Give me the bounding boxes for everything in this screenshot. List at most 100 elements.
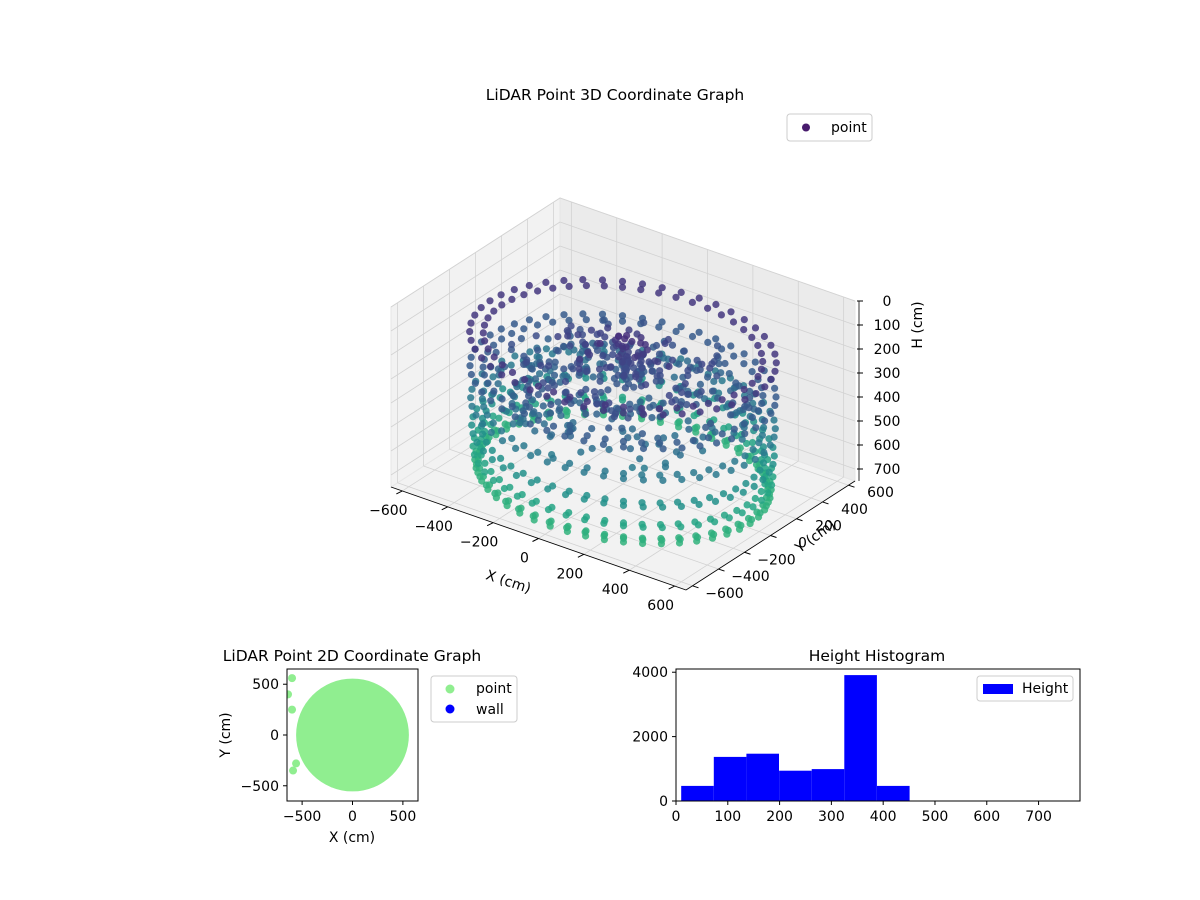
histogram-bar	[746, 753, 779, 801]
plot3d-point	[761, 417, 769, 425]
plot3d-point	[577, 448, 585, 456]
plot3d-z-ticklabel: 600	[874, 438, 901, 454]
plot2d-title: LiDAR Point 2D Coordinate Graph	[223, 647, 481, 665]
grid-z-back	[559, 221, 856, 326]
plot3d-point	[498, 335, 506, 343]
plot3d-point	[522, 358, 531, 366]
plot3d-point	[712, 470, 720, 479]
plot3d-point	[520, 442, 528, 450]
plot3d-point	[589, 373, 597, 381]
plot3d-point	[627, 359, 635, 367]
plot3d-point	[740, 350, 748, 358]
plot3d-point	[562, 491, 570, 499]
plot3d-point	[697, 387, 705, 396]
plot3d-point	[724, 526, 732, 535]
plot3d-point	[579, 276, 587, 284]
plot3d-point	[673, 438, 681, 446]
plot3d-point	[484, 314, 492, 322]
plot3d-point	[638, 404, 646, 413]
plot2d-x-ticklabel: −500	[283, 809, 321, 825]
plot3d-point	[740, 420, 749, 428]
plot3d-x-tick	[396, 490, 403, 495]
plot3d-point	[752, 424, 760, 432]
plot3d-point	[740, 360, 748, 368]
plot3d-point	[600, 532, 608, 540]
plot3d-point	[688, 298, 697, 306]
plot3d-point	[695, 294, 703, 302]
plot3d-point	[502, 497, 510, 505]
grid-z-left	[390, 269, 561, 380]
plot3d-point	[601, 435, 609, 443]
plot3d-point	[706, 494, 714, 502]
plot3d-point	[531, 375, 540, 383]
plot3d-point	[702, 423, 710, 431]
plot3d-point	[704, 434, 713, 442]
plot3d-point	[488, 456, 496, 464]
plot3d-point	[481, 459, 489, 467]
plot3d-x-ticklabel: 0	[520, 551, 529, 567]
plot3d-point	[740, 316, 748, 324]
plot3d-point	[596, 339, 604, 348]
plot3d-point	[569, 365, 577, 373]
plot3d-z-ticklabel: 0	[883, 294, 892, 310]
plot3d-point	[565, 282, 573, 290]
plot3d-point	[756, 509, 764, 517]
plot3d-point	[759, 476, 767, 484]
plot3d-point	[639, 476, 648, 484]
plot3d-point	[645, 394, 653, 402]
plot3d-point	[581, 516, 589, 524]
plot3d-point	[467, 353, 475, 361]
plot3d-point	[684, 366, 692, 375]
plot3d-point	[539, 402, 547, 410]
plot3d-point	[739, 488, 747, 496]
plot3d-point	[597, 388, 605, 397]
plot3d-point	[675, 360, 683, 368]
plot3d-point	[678, 475, 686, 484]
plot2d-legend-marker-point	[445, 684, 455, 694]
plot3d-point	[513, 492, 522, 500]
histogram-x-ticklabel: 0	[672, 809, 681, 825]
plot3d-point	[688, 332, 697, 341]
plot3d-point	[684, 372, 692, 380]
plot3d-point	[581, 340, 589, 348]
plot3d-point	[672, 293, 680, 301]
plot3d-point	[561, 398, 569, 406]
plot3d-point	[619, 469, 628, 478]
plot3d-point	[491, 489, 499, 497]
plot3d-point	[639, 350, 647, 358]
plot3d-point	[759, 357, 767, 366]
plot3d-point	[754, 372, 762, 381]
plot3d-point	[480, 403, 488, 411]
plot3d-point	[770, 416, 778, 424]
plot3d-point	[561, 377, 570, 386]
plot3d-point	[712, 300, 720, 309]
plot3d-point	[732, 379, 740, 387]
plot3d-point	[556, 405, 564, 413]
plot3d-point	[733, 506, 741, 515]
plot3d-point	[574, 331, 582, 339]
plot3d-point	[659, 476, 667, 484]
plot3d-point	[557, 411, 565, 419]
plot3d-point	[544, 384, 552, 392]
plot3d-point	[759, 392, 767, 400]
plot3d-point	[468, 421, 476, 429]
plot3d-point	[554, 333, 562, 341]
plot3d-point	[637, 286, 645, 294]
plot3d-point	[544, 506, 553, 514]
plot3d-point	[719, 490, 728, 498]
plot3d-y-ticklabel: −600	[705, 586, 743, 602]
plot3d-point	[580, 437, 588, 445]
plot3d-point	[473, 438, 481, 446]
plot3d-point	[619, 475, 628, 483]
plot3d-point	[770, 433, 778, 441]
plot3d-point	[486, 297, 494, 305]
plot3d-point	[619, 443, 628, 451]
plot3d-point	[655, 350, 664, 358]
plot3d-point	[749, 503, 757, 511]
plot3d-point	[636, 398, 644, 406]
plot3d-point	[474, 459, 482, 467]
plot3d-point	[713, 352, 721, 360]
plot3d-point	[528, 365, 536, 373]
plot3d-point	[684, 417, 692, 425]
plot3d-point	[580, 495, 588, 503]
